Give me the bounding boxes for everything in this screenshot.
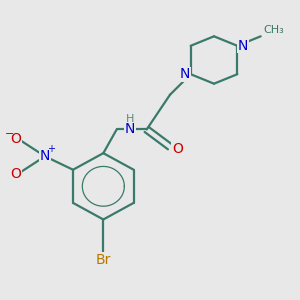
Text: N: N xyxy=(40,149,50,163)
Text: −: − xyxy=(5,129,15,139)
Text: H: H xyxy=(126,114,134,124)
Text: O: O xyxy=(10,132,21,146)
Text: Br: Br xyxy=(96,253,111,267)
Text: N: N xyxy=(125,122,135,136)
Text: CH₃: CH₃ xyxy=(263,25,284,35)
Text: O: O xyxy=(10,167,21,181)
Text: +: + xyxy=(47,144,55,154)
Text: N: N xyxy=(238,39,248,53)
Text: O: O xyxy=(172,142,183,156)
Text: N: N xyxy=(180,67,190,81)
